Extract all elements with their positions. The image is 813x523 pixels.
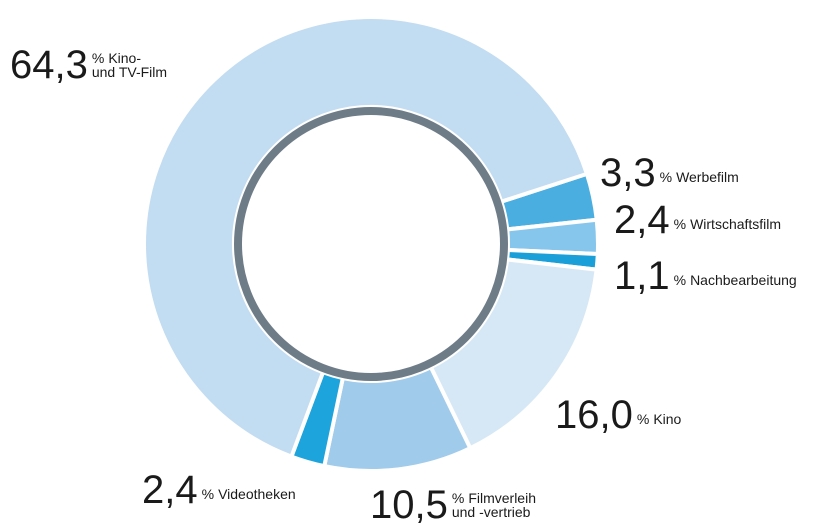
unit-label: %: [674, 216, 686, 232]
unit-label: %: [452, 490, 464, 506]
unit-label: %: [202, 486, 214, 502]
unit-label: %: [660, 169, 672, 185]
segment-label: 2,4% Videotheken: [142, 468, 296, 512]
value-label: 1,1: [614, 254, 670, 298]
segment-label: 1,1% Nachbearbeitung: [614, 254, 797, 298]
value-label: 10,5: [370, 483, 448, 523]
unit-label: %: [92, 50, 104, 66]
category-label: und TV-Film: [92, 64, 167, 80]
category-label: Kino: [653, 411, 681, 427]
value-label: 2,4: [614, 198, 670, 242]
value-label: 16,0: [555, 393, 633, 437]
category-label: Werbefilm: [676, 169, 739, 185]
category-label: Wirtschaftsfilm: [690, 216, 781, 232]
segment-label: 2,4% Wirtschaftsfilm: [614, 198, 781, 242]
category-label: Nachbearbeitung: [690, 272, 797, 288]
segment-label: 16,0% Kino: [555, 393, 682, 437]
segment-label: 3,3% Werbefilm: [600, 151, 739, 195]
category-label: und -vertrieb: [452, 504, 531, 520]
inner-ring: [234, 107, 508, 381]
unit-label: %: [637, 411, 649, 427]
value-label: 64,3: [10, 43, 88, 87]
category-label: Filmverleih: [468, 490, 536, 506]
value-label: 2,4: [142, 468, 198, 512]
value-label: 3,3: [600, 151, 656, 195]
category-label: Videotheken: [218, 486, 296, 502]
segment-label: 64,3% Kino-und TV-Film: [10, 43, 167, 87]
unit-label: %: [674, 272, 686, 288]
category-label: Kino-: [108, 50, 141, 66]
